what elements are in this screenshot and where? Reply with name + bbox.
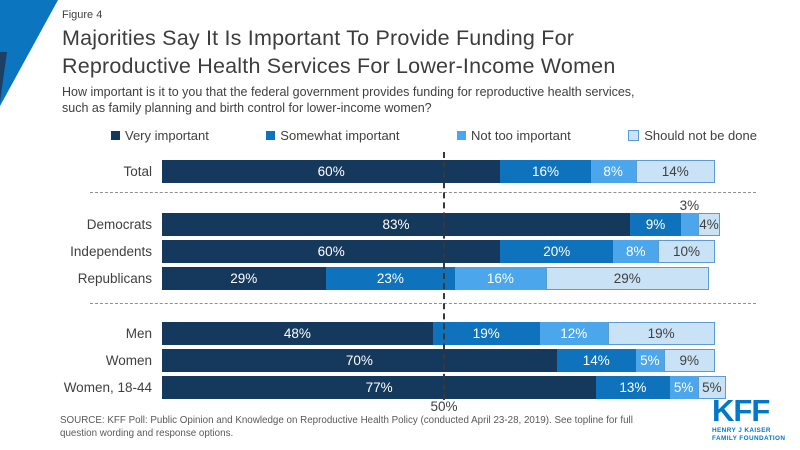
category-label: Republicans: [77, 271, 152, 286]
stacked-bar: 48% 19% 12% 19%: [162, 322, 726, 345]
bar-segment: 16%: [500, 160, 591, 183]
header: Figure 4 Majorities Say It Is Important …: [62, 9, 762, 116]
chart-row: Democrats 83% 9% 4%: [0, 213, 800, 236]
corner-triangle-accent: [0, 52, 7, 102]
bar-segment: 5%: [635, 349, 664, 372]
stacked-bar: 77% 13% 5% 5%: [162, 376, 726, 399]
legend-swatch-icon: [266, 131, 276, 140]
chart-row: Men 48% 19% 12% 19%: [0, 322, 800, 345]
chart-row: Total 60% 16% 8% 14%: [0, 160, 800, 183]
chart-title-line1: Majorities Say It Is Important To Provid…: [62, 26, 575, 50]
stacked-bar: 83% 9% 4%: [162, 213, 726, 236]
source-note: SOURCE: KFF Poll: Public Opinion and Kno…: [60, 414, 708, 440]
bar-segment: 9%: [663, 349, 715, 372]
chart-group: Democrats 83% 9% 4% Independents 60% 20% 8% 10% R…: [0, 213, 800, 294]
group-separator-line: [90, 303, 756, 304]
source-note-line1: SOURCE: KFF Poll: Public Opinion and Kno…: [60, 415, 633, 426]
category-label: Democrats: [86, 217, 152, 232]
chart-row: Women 70% 14% 5% 9%: [0, 349, 800, 372]
bar-segment: 77%: [162, 376, 597, 399]
kff-logo-text: KFF: [712, 393, 770, 428]
category-label: Women, 18-44: [63, 380, 152, 395]
bar-segment: 5%: [697, 376, 726, 399]
chart-subtitle-line2: such as family planning and birth contro…: [62, 100, 432, 115]
chart-title-line2: Reproductive Health Services For Lower-I…: [62, 54, 616, 78]
bar-segment: 13%: [596, 376, 670, 399]
bar-segment: 23%: [325, 267, 456, 290]
chart-row: Women, 18-44 77% 13% 5% 5%: [0, 376, 800, 399]
legend-swatch-icon: [111, 131, 120, 140]
bar-segment: 29%: [162, 267, 326, 290]
legend-swatch-icon: [457, 131, 466, 140]
legend-label: Somewhat important: [280, 128, 400, 143]
legend-item: Not too important: [457, 128, 571, 143]
bar-segment: 10%: [658, 240, 715, 263]
bar-segment: 60%: [162, 240, 501, 263]
chart-subtitle: How important is it to you that the fede…: [62, 85, 762, 116]
bar-segment: 8%: [590, 160, 636, 183]
chart-subtitle-line1: How important is it to you that the fede…: [62, 85, 635, 99]
source-note-line2: question wording and response options.: [60, 428, 234, 439]
bar-segment: 14%: [635, 160, 715, 183]
legend-label: Not too important: [471, 128, 571, 143]
reference-line-label: 50%: [430, 399, 458, 414]
kff-logo-subtext: HENRY J KAISER FAMILY FOUNDATION: [712, 427, 796, 442]
group-separator-line: [90, 192, 756, 193]
bar-segment: [680, 213, 698, 236]
bar-segment: 16%: [455, 267, 546, 290]
legend-label: Very important: [125, 128, 209, 143]
chart-group: Total 60% 16% 8% 14%: [0, 160, 800, 187]
bar-segment: 20%: [500, 240, 614, 263]
bar-segment: 8%: [613, 240, 659, 263]
legend-item: Somewhat important: [266, 128, 400, 143]
kff-logo-subtext-line2: FAMILY FOUNDATION: [712, 434, 786, 442]
reference-line-50pct: [443, 152, 445, 400]
legend-swatch-icon: [628, 130, 640, 141]
category-label: Women: [105, 353, 152, 368]
legend-item: Should not be done: [628, 128, 757, 143]
kff-logo: KFF HENRY J KAISER FAMILY FOUNDATION: [712, 393, 796, 442]
category-label: Men: [125, 326, 152, 341]
stacked-bar: 60% 20% 8% 10%: [162, 240, 726, 263]
category-label: Total: [123, 164, 152, 179]
stacked-bar: 29% 23% 16% 29%: [162, 267, 726, 290]
category-label: Independents: [70, 244, 152, 259]
bar-segment: 70%: [162, 349, 557, 372]
chart-row: Republicans 29% 23% 16% 29%: [0, 267, 800, 290]
bar-segment: 4%: [697, 213, 721, 236]
figure-label: Figure 4: [62, 9, 103, 21]
bar-segment: 29%: [545, 267, 710, 290]
bar-segment: 48%: [162, 322, 433, 345]
chart-group: Men 48% 19% 12% 19% Women 70% 14% 5% 9% Women, 18-…: [0, 322, 800, 403]
bar-segment: 19%: [607, 322, 715, 345]
bar-segment: 12%: [539, 322, 608, 345]
chart-row: Independents 60% 20% 8% 10%: [0, 240, 800, 263]
bar-segment: 19%: [432, 322, 540, 345]
stacked-bar: 70% 14% 5% 9%: [162, 349, 726, 372]
bar-segment: 14%: [556, 349, 636, 372]
legend: Very important Somewhat important Not too …: [111, 128, 757, 143]
stacked-bar: 60% 16% 8% 14%: [162, 160, 726, 183]
bar-segment: 9%: [630, 213, 681, 236]
outside-value-label: 3%: [679, 198, 700, 213]
kff-logo-subtext-line1: HENRY J KAISER: [712, 427, 771, 434]
chart-title: Majorities Say It Is Important To Provid…: [62, 24, 762, 80]
bar-segment: 60%: [162, 160, 501, 183]
legend-item: Very important: [111, 128, 209, 143]
legend-label: Should not be done: [644, 128, 757, 143]
bar-segment: 5%: [669, 376, 698, 399]
bar-segment: 83%: [162, 213, 631, 236]
